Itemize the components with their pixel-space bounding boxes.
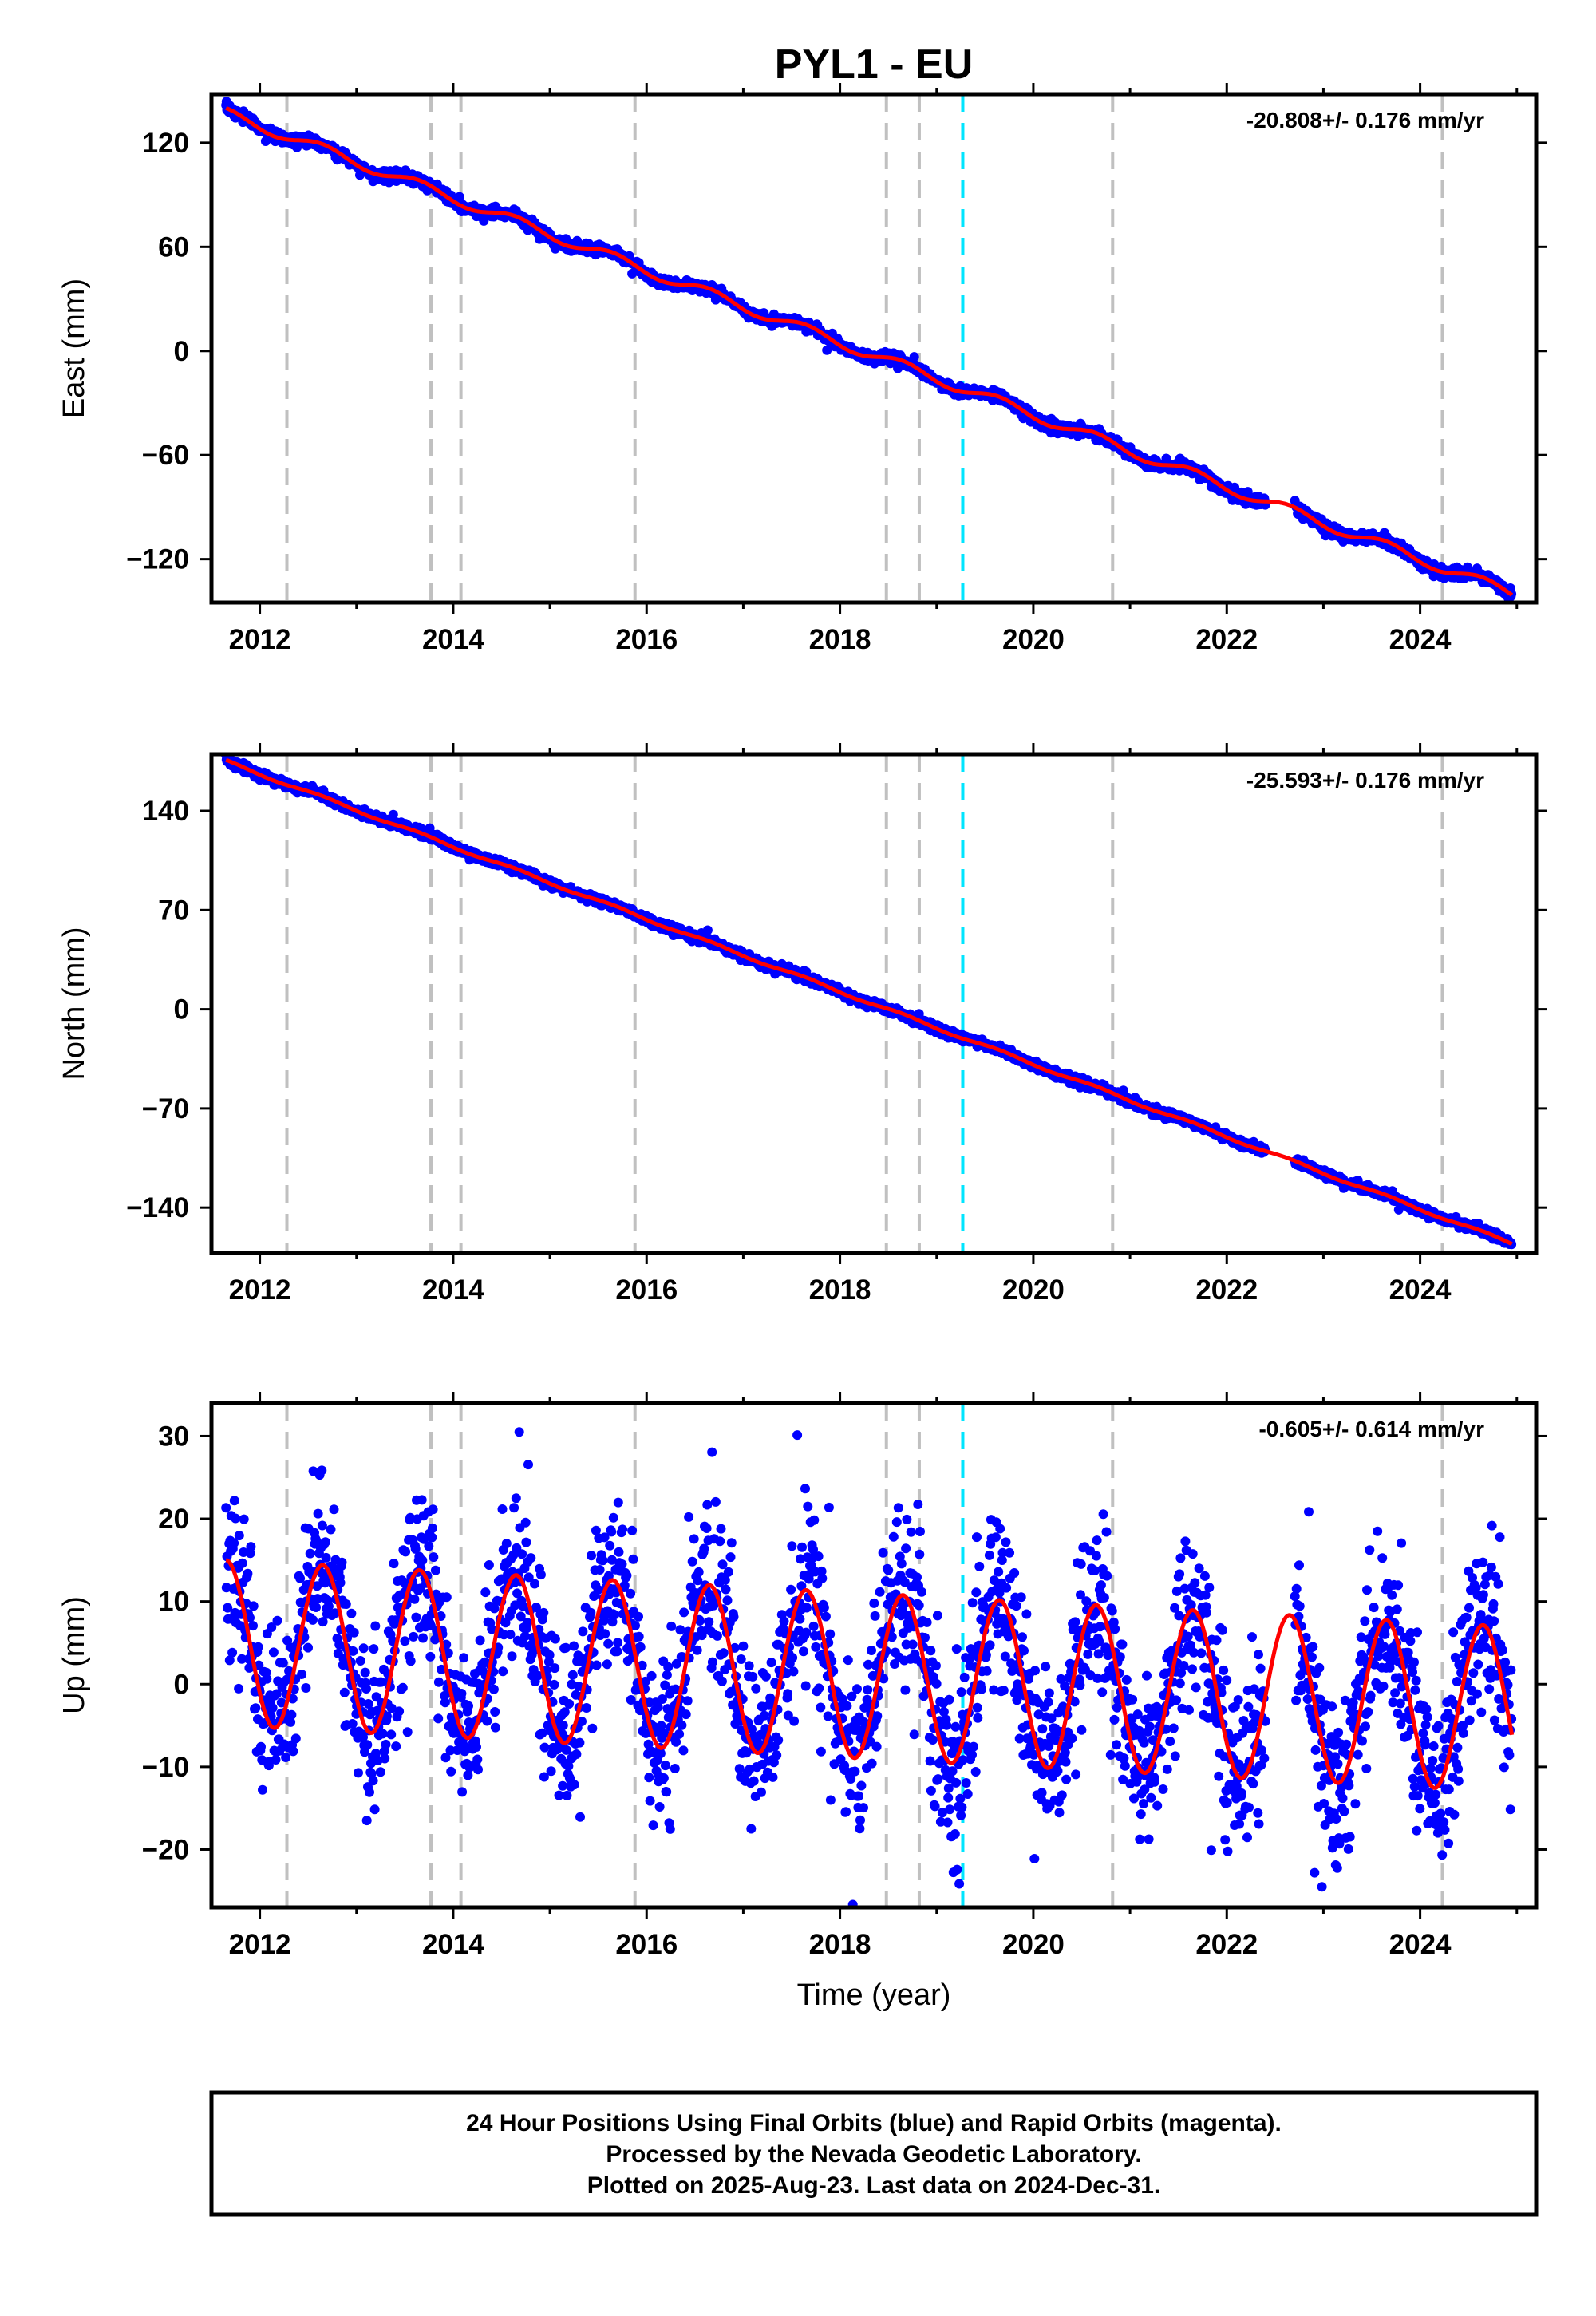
- x-tick-label: 2012: [229, 624, 291, 655]
- y-tick-label: −140: [126, 1192, 189, 1223]
- data-point: [256, 1741, 266, 1752]
- y-tick-label: 0: [174, 994, 189, 1026]
- event-lines: [285, 754, 1444, 1253]
- data-point: [822, 345, 832, 355]
- y-tick-label: 70: [158, 895, 189, 926]
- data-point: [237, 1558, 247, 1568]
- data-point: [262, 1674, 272, 1684]
- data-point: [234, 1683, 244, 1694]
- x-tick-label: 2018: [809, 624, 871, 655]
- y-tick-label: 140: [143, 796, 189, 827]
- x-tick-label: 2018: [809, 1275, 871, 1306]
- north-panel: 2012 2014 2016 2018 2020 2022 2024 140 70 0 −70 −14…: [57, 743, 1547, 1306]
- model-fit-line: [225, 106, 1514, 597]
- data-point: [268, 1647, 279, 1658]
- data-point: [248, 1601, 259, 1611]
- data-point: [388, 809, 398, 820]
- data-point: [246, 1542, 256, 1552]
- rate-label: -20.808+/- 0.176 mm/yr: [1246, 108, 1484, 132]
- x-tick-label: 2014: [422, 1275, 484, 1306]
- y-tick-label: 0: [174, 336, 189, 367]
- figure-title: PYL1 - EU: [775, 41, 974, 88]
- data-point: [234, 1531, 244, 1541]
- data-point: [258, 1784, 267, 1795]
- east-panel: 2012 2014 2016 2018 2020 2022 2024 120 60 0 −60 −12…: [57, 83, 1547, 655]
- y-tick-label: 60: [158, 231, 189, 263]
- x-tick-label: 2024: [1389, 624, 1452, 655]
- data-point: [909, 352, 919, 362]
- up-panel: 2012 2014 2016 2018 2020 2022 20243020100−10−2…: [57, 1392, 1547, 2012]
- data-point: [229, 1496, 239, 1506]
- data-point: [272, 1615, 282, 1626]
- y-tick-label: −120: [126, 544, 189, 575]
- y-axis-label: East (mm): [57, 279, 91, 418]
- data-point: [248, 1621, 258, 1631]
- x-tick-label: 2020: [1002, 1275, 1065, 1306]
- x-tick-label: 2024: [1389, 1275, 1452, 1306]
- y-tick-label: −70: [142, 1093, 189, 1124]
- x-tick-label: 2012: [229, 1275, 291, 1306]
- data-point: [253, 1642, 263, 1652]
- data-point: [702, 925, 713, 935]
- plot-frame: [209, 92, 1539, 605]
- data-point: [227, 1647, 238, 1658]
- model-fit-line: [225, 757, 1513, 1247]
- data-point: [267, 1703, 278, 1713]
- y-tick-label: −60: [142, 440, 189, 471]
- data-point: [231, 1513, 241, 1524]
- x-tick-label: 2016: [615, 1275, 678, 1306]
- data-points: [221, 97, 1517, 603]
- data-point: [243, 1568, 253, 1579]
- x-tick-label: 2016: [615, 624, 678, 655]
- data-point: [239, 1514, 249, 1524]
- x-tick-label: 2022: [1195, 624, 1258, 655]
- data-point: [221, 1503, 231, 1513]
- data-point: [251, 1703, 261, 1713]
- x-tick-label: 2014: [422, 624, 484, 655]
- data-points: [221, 1427, 1517, 1907]
- x-tick-label: 2020: [1002, 624, 1065, 655]
- x-tick-label: 2022: [1195, 1275, 1258, 1306]
- y-tick-label: 120: [143, 128, 189, 159]
- data-point: [454, 192, 464, 202]
- y-axis-label: North (mm): [57, 927, 91, 1080]
- rate-label: -25.593+/- 0.176 mm/yr: [1246, 768, 1484, 792]
